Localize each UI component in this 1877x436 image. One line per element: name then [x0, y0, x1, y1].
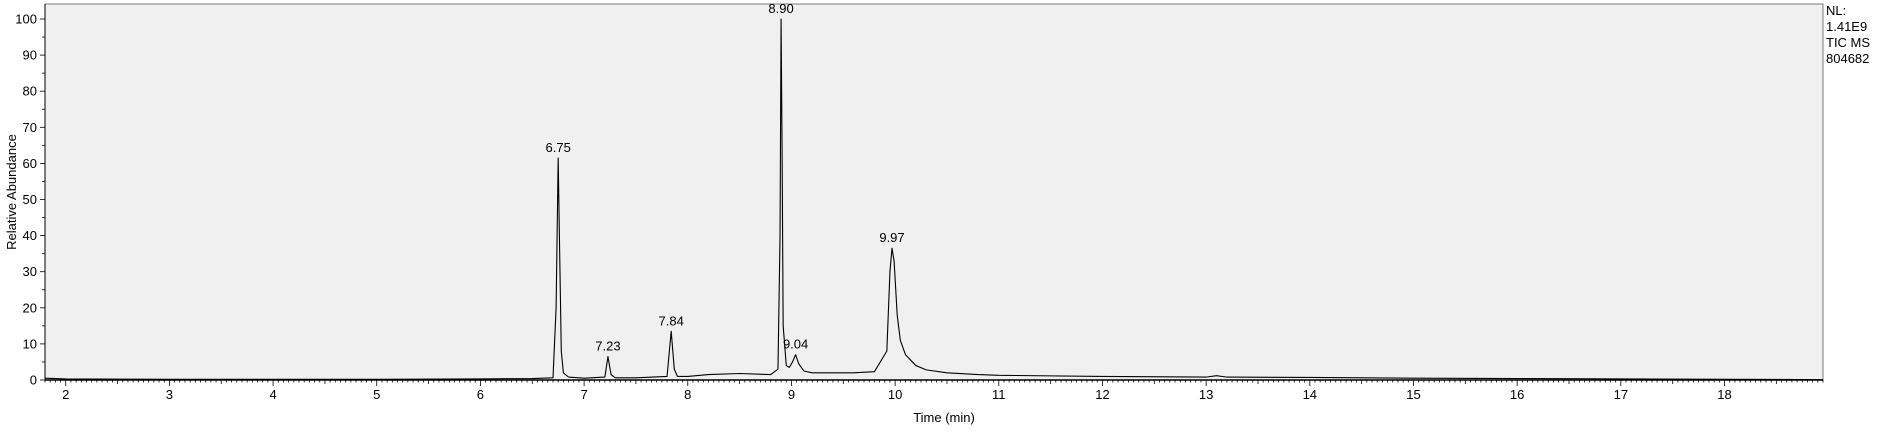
y-tick-label: 20: [23, 300, 37, 315]
peak-label: 6.75: [546, 140, 571, 155]
x-tick-label: 13: [1199, 387, 1213, 402]
trace-layer: [44, 18, 1824, 381]
info-line: NL:: [1826, 3, 1846, 18]
peak-label: 7.84: [659, 313, 684, 328]
peak-label: 9.04: [783, 337, 808, 352]
y-tick-label: 90: [23, 48, 37, 63]
info-line: TIC MS: [1826, 35, 1870, 50]
x-tick-label: 18: [1717, 387, 1731, 402]
x-tick-label: 17: [1614, 387, 1628, 402]
x-tick-label: 8: [684, 387, 691, 402]
y-tick-label: 70: [23, 120, 37, 135]
x-tick-label: 12: [1095, 387, 1109, 402]
x-tick-label: 10: [888, 387, 902, 402]
tic-trace: [44, 18, 1824, 381]
peak-label: 9.97: [879, 230, 904, 245]
axis-ticks: 2 3 4 5 6 7 8 9 10 11 12 13 14 15 16 17 18 0 10 20 30 40 50 60 7…: [15, 4, 1824, 402]
x-tick-label: 2: [62, 387, 69, 402]
peak-labels: 6.75 7.23 7.84 8.90 9.04 9.97: [546, 1, 905, 354]
peak-label: 7.23: [595, 339, 620, 354]
y-tick-label: 40: [23, 228, 37, 243]
y-axis-title: Relative Abundance: [4, 134, 19, 250]
y-tick-label: 10: [23, 336, 37, 351]
x-tick-label: 6: [477, 387, 484, 402]
plot-area: [44, 3, 1824, 381]
y-tick-label: 100: [15, 12, 37, 27]
x-tick-label: 4: [269, 387, 276, 402]
y-tick-label: 80: [23, 84, 37, 99]
y-tick-label: 60: [23, 156, 37, 171]
x-tick-label: 3: [166, 387, 173, 402]
x-tick-label: 16: [1510, 387, 1524, 402]
x-tick-label: 9: [788, 387, 795, 402]
peak-label: 8.90: [768, 1, 793, 16]
y-tick-label: 0: [30, 373, 37, 388]
x-tick-label: 14: [1303, 387, 1317, 402]
x-tick-label: 15: [1406, 387, 1420, 402]
x-tick-label: 11: [992, 387, 1006, 402]
x-tick-label: 7: [580, 387, 587, 402]
x-axis-title: Time (min): [913, 410, 975, 425]
y-tick-label: 50: [23, 192, 37, 207]
info-line: 1.41E9: [1826, 19, 1867, 34]
x-tick-label: 5: [373, 387, 380, 402]
y-tick-label: 30: [23, 264, 37, 279]
info-line: 804682: [1826, 51, 1869, 66]
